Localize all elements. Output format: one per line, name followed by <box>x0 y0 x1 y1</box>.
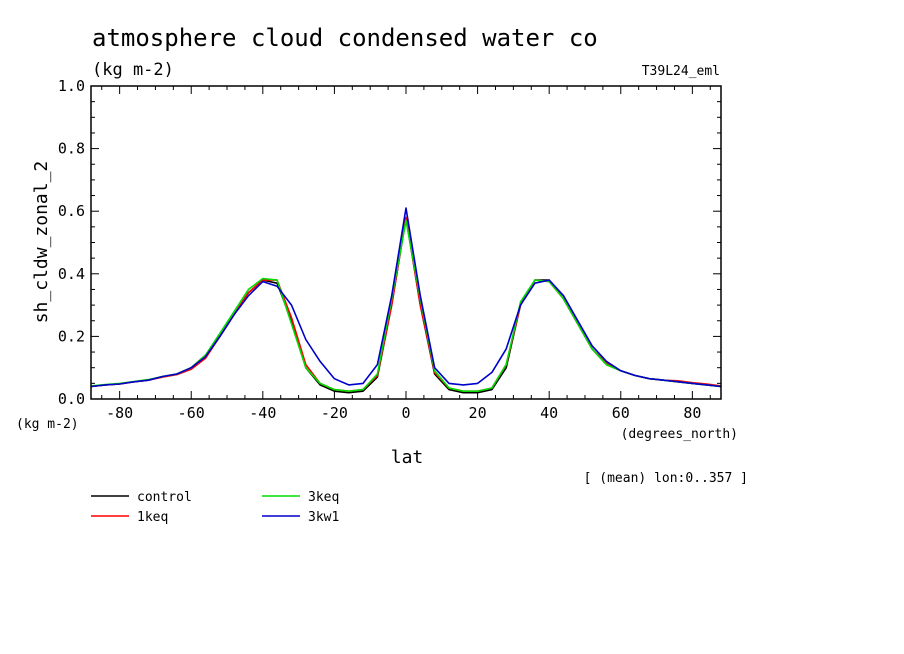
axis-ticks <box>91 85 721 400</box>
y-axis-label: sh_cldw_zonal_2 <box>31 161 52 324</box>
legend-label-3keq: 3keq <box>308 490 339 505</box>
y-tick-label: 0.4 <box>58 265 85 283</box>
title-units: (kg m-2) <box>92 60 174 80</box>
y-tick-labels: 0.0 0.2 0.4 0.6 0.8 1.0 <box>58 77 85 408</box>
dataset-label: T39L24_eml <box>642 64 720 79</box>
series-line-3keq <box>90 219 722 393</box>
series-lines <box>90 207 722 394</box>
chart-title: atmosphere cloud condensed water co <box>92 24 598 52</box>
y-tick-label: 0.6 <box>58 202 85 220</box>
x-tick-label: -80 <box>106 404 133 422</box>
x-tick-label: -40 <box>249 404 276 422</box>
plot-frame <box>90 85 722 400</box>
y-tick-label: 0.2 <box>58 327 85 345</box>
x-tick-label: -20 <box>321 404 348 422</box>
legend-label-3kw1: 3kw1 <box>308 510 339 525</box>
legend-label-control: control <box>137 490 192 505</box>
x-tick-labels: -80 -60 -40 -20 0 20 40 60 80 <box>106 404 701 422</box>
y-units-label: (kg m-2) <box>16 417 79 432</box>
y-tick-label: 1.0 <box>58 77 85 95</box>
x-units-label: (degrees_north) <box>621 427 738 442</box>
x-tick-label: 80 <box>683 404 701 422</box>
series-line-3kw1 <box>90 207 722 388</box>
subset-note: [ (mean) lon:0..357 ] <box>584 471 748 486</box>
series-line-control <box>90 216 722 394</box>
legend: control 1keq 3keq 3kw1 <box>91 490 339 525</box>
x-axis-label: lat <box>391 447 424 468</box>
y-tick-label: 0.8 <box>58 140 85 158</box>
x-tick-label: 20 <box>469 404 487 422</box>
x-tick-label: 0 <box>401 404 410 422</box>
series-line-1keq <box>90 216 722 393</box>
x-tick-label: 40 <box>540 404 558 422</box>
x-tick-label: -60 <box>178 404 205 422</box>
y-tick-label: 0.0 <box>58 390 85 408</box>
x-tick-label: 60 <box>612 404 630 422</box>
legend-label-1keq: 1keq <box>137 510 168 525</box>
